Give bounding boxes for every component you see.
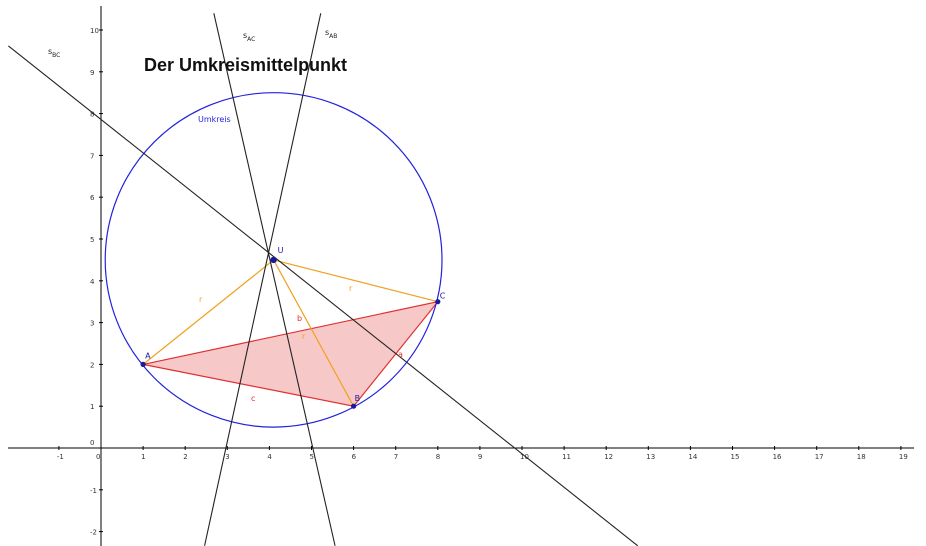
- radius-segment: [273, 259, 355, 407]
- y-tick-label: -2: [90, 529, 97, 537]
- x-tick-label: 7: [394, 453, 398, 461]
- construction-shapes: [8, 13, 639, 546]
- y-tick-label: 2: [90, 361, 94, 369]
- x-tick-label: 17: [815, 453, 824, 461]
- label-point-b: B: [355, 394, 361, 403]
- x-tick-label: 19: [899, 453, 908, 461]
- y-tick-label: 3: [90, 320, 94, 328]
- x-tick-label: 12: [604, 453, 613, 461]
- construction-labels: A B C Ua b c r r r Umkreis sBC sAC sAB: [48, 28, 446, 403]
- label-bisector-bc: sBC: [48, 47, 60, 59]
- bisector-ab: [204, 13, 322, 546]
- x-tick-label: 16: [773, 453, 782, 461]
- x-tick-label: 1: [141, 453, 145, 461]
- coordinate-axes: -1 0 1 2 3 4 5 6 7 8 9 10 11 12 13 14 15 16 17 18 19-2-10123…: [8, 6, 914, 546]
- y-tick-label: 10: [90, 27, 99, 35]
- x-tick-label: 3: [225, 453, 229, 461]
- y-tick-label: 0: [90, 439, 94, 447]
- radius-segment: [273, 259, 438, 303]
- label-radius-ua: r: [199, 295, 203, 304]
- point-b: [351, 403, 357, 409]
- x-tick-label: 10: [520, 453, 529, 461]
- y-tick-label: 7: [90, 152, 94, 160]
- label-circumcircle: Umkreis: [198, 115, 231, 124]
- x-tick-label: 2: [183, 453, 187, 461]
- point-c: [435, 299, 441, 305]
- label-radius-ub: r: [302, 332, 306, 341]
- x-tick-label: 13: [646, 453, 655, 461]
- x-tick-label: 9: [478, 453, 482, 461]
- circumcircle: [104, 92, 443, 428]
- x-tick-label: 0: [96, 453, 100, 461]
- label-point-a: A: [145, 351, 151, 360]
- diagram-title: Der Umkreismittelpunkt: [144, 55, 348, 75]
- x-tick-label: 4: [267, 453, 272, 461]
- y-tick-label: -1: [90, 487, 97, 495]
- y-tick-label: 1: [90, 403, 94, 411]
- bisector-bc: [8, 45, 639, 546]
- y-tick-label: 5: [90, 236, 94, 244]
- x-tick-label: 15: [731, 453, 740, 461]
- label-bisector-ab: sAB: [325, 28, 337, 40]
- label-side-a: a: [398, 350, 403, 359]
- y-tick-label: 6: [90, 194, 95, 202]
- x-tick-label: -1: [57, 453, 64, 461]
- point-u: [270, 256, 277, 264]
- y-tick-label: 9: [90, 69, 94, 77]
- label-bisector-ac: sAC: [243, 31, 255, 43]
- point-a: [140, 361, 146, 367]
- x-tick-label: 14: [688, 453, 697, 461]
- label-point-u: U: [278, 246, 284, 255]
- y-tick-label: 4: [90, 278, 95, 286]
- x-tick-label: 8: [436, 453, 440, 461]
- x-tick-label: 5: [310, 453, 314, 461]
- label-point-c: C: [440, 292, 446, 301]
- x-tick-label: 6: [352, 453, 357, 461]
- label-radius-uc: r: [349, 284, 353, 293]
- x-tick-label: 11: [562, 453, 571, 461]
- triangle-abc: [142, 300, 440, 407]
- y-tick-label: 8: [90, 111, 94, 119]
- radius-segment: [142, 259, 274, 365]
- bisector-ac: [213, 13, 336, 546]
- label-side-c: c: [251, 394, 255, 403]
- x-tick-label: 18: [857, 453, 866, 461]
- label-side-b: b: [297, 314, 302, 323]
